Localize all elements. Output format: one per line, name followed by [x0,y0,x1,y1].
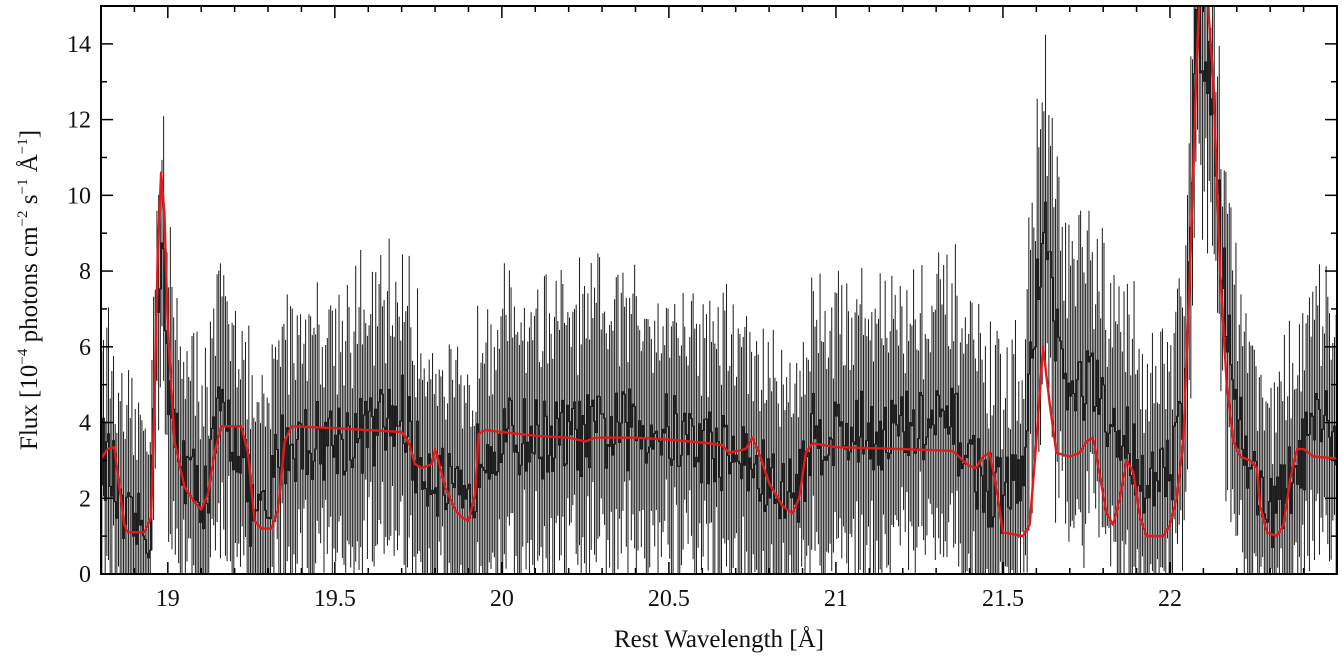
y-tick-label: 2 [79,486,91,512]
y-tick-label: 4 [79,411,91,437]
y-axis-title-exp1: −4 [15,348,31,364]
x-tick-label: 19 [156,586,180,612]
y-axis-title-exp3: −1 [15,179,31,195]
model-curve [101,6,1337,538]
y-axis-title: Flux [10−4 photons cm−2 s−1 Å−1] [15,130,43,450]
y-axis-title-prefix: Flux [10 [16,365,43,450]
y-axis-title-exp4: −1 [15,138,31,154]
x-tick-label: 22 [1158,586,1182,612]
y-tick-label: 14 [67,32,91,58]
plot-frame [100,5,1338,575]
y-axis-title-suffix: ] [16,130,43,138]
y-axis-title-mid1: photons cm [16,226,43,349]
y-tick-label: 6 [79,335,91,361]
x-tick-label: 20 [490,586,514,612]
y-axis-title-exp2: −2 [15,210,31,226]
y-tick-label: 12 [67,108,91,134]
x-tick-label: 20.5 [648,586,690,612]
y-tick-label: 8 [79,259,91,285]
x-axis-title: Rest Wavelength [Å] [614,626,824,653]
x-tick-label: 21.5 [982,586,1024,612]
x-tick-label: 19.5 [314,586,356,612]
y-tick-label: 0 [79,562,91,588]
y-axis-title-mid3: Å [16,154,43,178]
x-tick-label: 21 [824,586,848,612]
y-axis-title-mid2: s [16,195,43,211]
y-tick-label: 10 [67,183,91,209]
data-histogram [101,6,1337,559]
